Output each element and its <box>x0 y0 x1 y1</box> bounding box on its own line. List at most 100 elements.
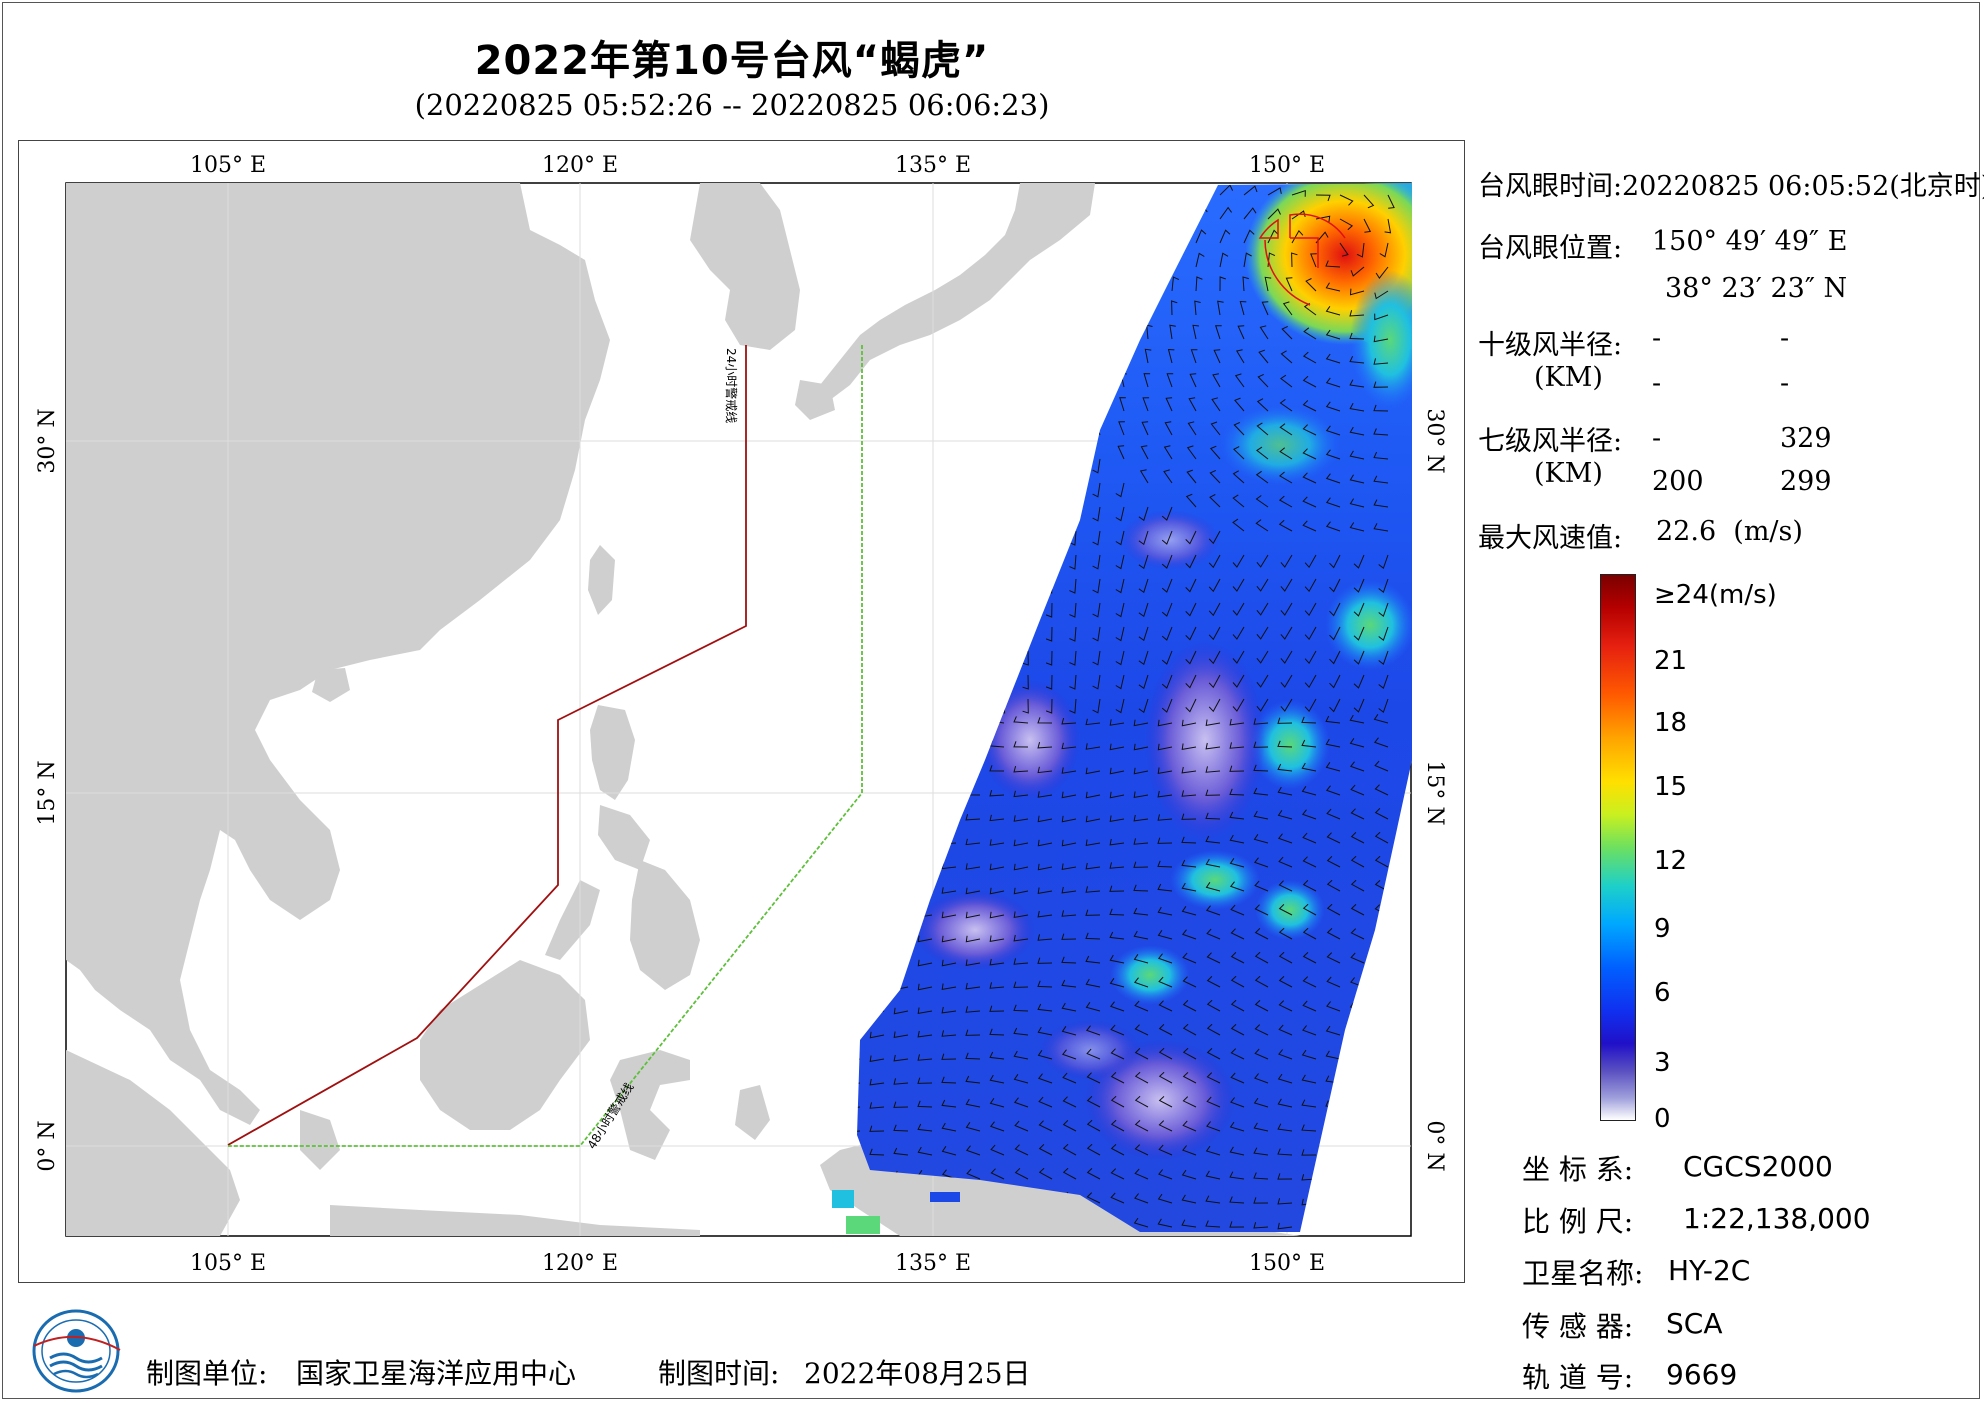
wind-barb <box>989 814 1005 822</box>
wind-barb <box>1229 1121 1245 1132</box>
wind-barb <box>1264 276 1272 292</box>
wind-barb <box>1045 626 1053 642</box>
wind-barb <box>1256 398 1269 412</box>
wind-barb <box>1134 1048 1149 1060</box>
wind-barb <box>1110 1192 1125 1204</box>
wind-barb <box>1013 981 1029 988</box>
wind-barb <box>1138 554 1149 570</box>
wind-barb <box>1279 423 1293 436</box>
r10-unit: (KM) <box>1534 362 1603 393</box>
wind-barb <box>1302 375 1317 388</box>
wind-barb <box>1254 1048 1269 1060</box>
wind-barb <box>917 1007 933 1015</box>
wind-barb <box>1325 497 1341 508</box>
wind-barb <box>1205 905 1221 916</box>
org-value: 国家卫星海洋应用中心 <box>296 1357 577 1390</box>
wind-barb <box>1256 674 1269 688</box>
wind-barb <box>1229 1221 1245 1228</box>
wind-barb <box>1115 698 1125 714</box>
wind-barb <box>917 1100 933 1108</box>
wind-barb <box>1158 1071 1173 1084</box>
wind-barb <box>1229 881 1245 892</box>
wind-barb <box>1349 522 1365 532</box>
wind-barb <box>1167 348 1175 364</box>
wind-barb <box>1229 718 1245 726</box>
warning-line-24h-label: 24小时警戒线 <box>724 348 739 423</box>
wind-barb <box>1253 857 1269 868</box>
wind-barb <box>1302 1025 1317 1036</box>
wind-barb <box>1329 650 1341 665</box>
max-wind-value: 22.6 (m/s) <box>1656 516 1803 547</box>
wind-barb <box>1253 834 1269 844</box>
wind-barb <box>1256 578 1269 592</box>
wind-barb <box>1325 1050 1341 1060</box>
wind-barb <box>1142 397 1150 412</box>
wind-barb <box>1384 218 1392 234</box>
wind-barb <box>1037 839 1053 847</box>
wind-barb <box>1205 882 1221 892</box>
wind-barb <box>1171 276 1180 292</box>
wind-barb <box>1326 928 1341 940</box>
wind-barb <box>1138 578 1149 594</box>
wind-barb <box>1353 602 1365 617</box>
wind-barb <box>1086 1072 1101 1084</box>
wind-barb <box>941 1076 957 1084</box>
wind-barb <box>1349 474 1365 484</box>
wind-barb <box>989 1098 1005 1108</box>
wind-barb <box>1256 698 1269 712</box>
wind-barb <box>1326 832 1341 844</box>
wind-barb <box>1229 811 1245 820</box>
wind-barb <box>1110 1168 1125 1180</box>
wind-barb <box>1277 740 1293 748</box>
wind-barb <box>1061 979 1077 988</box>
wind-barb <box>1326 1001 1341 1012</box>
wind-barb <box>1085 932 1101 940</box>
wind-barb <box>1253 741 1269 748</box>
wind-barb <box>1161 626 1173 641</box>
wind-barb <box>1255 519 1269 532</box>
warning-line-48h <box>228 345 863 1147</box>
wind-barb <box>1205 742 1221 750</box>
wind-barb <box>1110 1095 1125 1108</box>
wind-barb <box>1254 1000 1269 1012</box>
wind-barb <box>965 838 981 846</box>
wind-barb <box>1115 602 1125 618</box>
wind-barb <box>1253 1172 1269 1180</box>
orbit-label: 轨 道 号: <box>1522 1361 1634 1394</box>
lon-label-bottom: 135° E <box>895 1251 971 1276</box>
wind-barb <box>1302 424 1317 436</box>
crs-label: 坐 标 系: <box>1522 1153 1634 1186</box>
wind-barb <box>1085 1025 1101 1036</box>
wind-barb <box>1329 602 1341 617</box>
wind-barb <box>1013 934 1029 942</box>
wind-barb <box>1182 1145 1197 1156</box>
wind-barb <box>1302 952 1317 964</box>
wind-barb <box>1219 276 1226 292</box>
lon-label-top: 105° E <box>190 153 266 178</box>
wind-barb <box>1304 626 1317 641</box>
wind-barb <box>1037 910 1053 918</box>
wind-barb <box>1261 301 1269 316</box>
wind-barb <box>1133 719 1149 727</box>
wind-barb <box>1304 578 1317 593</box>
wind-barb <box>1158 1000 1173 1012</box>
wind-barb <box>917 983 933 991</box>
wind-barb <box>1277 810 1293 820</box>
wind-barb <box>1325 306 1341 316</box>
wind-barb <box>1182 952 1197 964</box>
wind-barb <box>1158 1144 1173 1156</box>
wind-barb <box>1115 554 1125 570</box>
wind-barb <box>1133 1217 1149 1228</box>
wind-barb <box>1161 674 1173 689</box>
wind-barb <box>1329 626 1341 641</box>
wind-barb <box>1325 715 1341 724</box>
wind-barb <box>1161 602 1173 617</box>
wind-barb <box>1208 578 1221 593</box>
wind-barb <box>1182 1096 1197 1108</box>
wind-barb <box>1013 1074 1029 1084</box>
wind-barb <box>1206 1121 1221 1132</box>
wind-barb <box>1280 578 1293 592</box>
wind-barb <box>1302 927 1317 940</box>
wind-barb <box>1061 767 1077 774</box>
